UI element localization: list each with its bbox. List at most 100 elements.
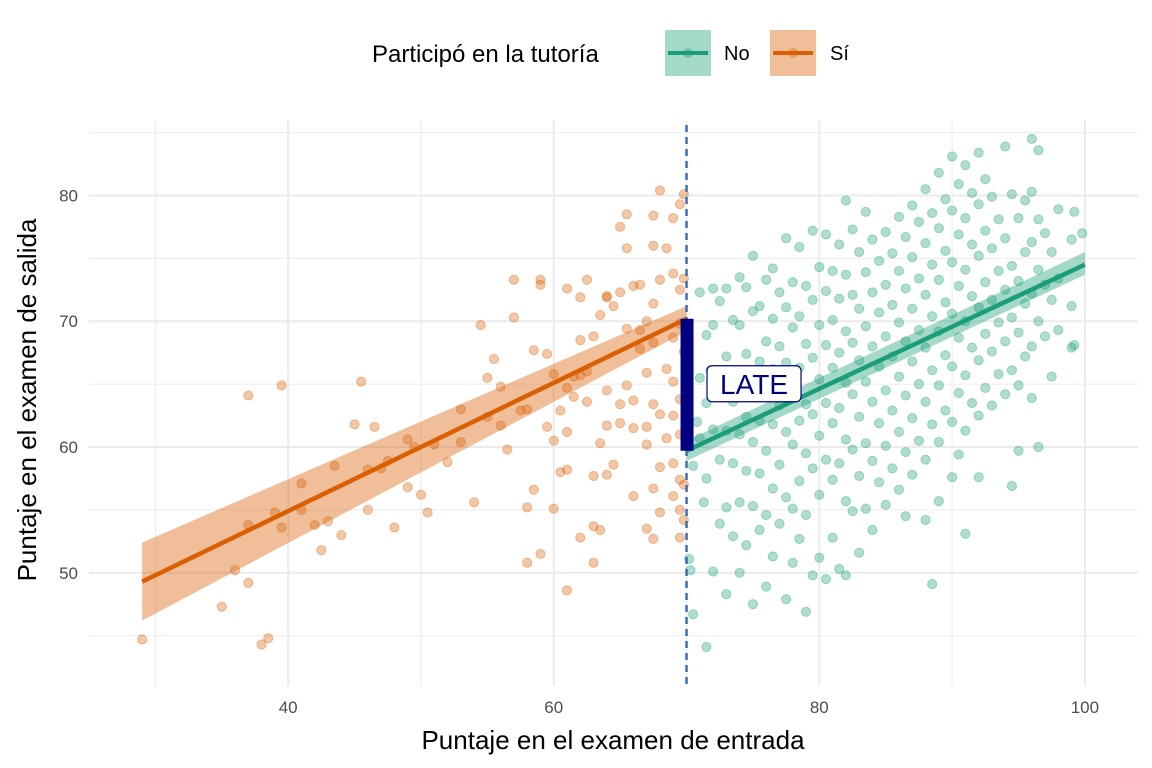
data-point bbox=[707, 566, 719, 577]
data-point bbox=[834, 293, 845, 304]
data-point bbox=[947, 257, 958, 268]
data-point bbox=[953, 387, 964, 399]
data-point bbox=[807, 225, 818, 236]
data-point bbox=[834, 458, 845, 469]
data-point bbox=[668, 490, 679, 502]
data-point bbox=[980, 382, 991, 394]
data-point bbox=[854, 547, 865, 558]
data-point bbox=[794, 241, 805, 253]
data-point bbox=[415, 489, 427, 500]
data-point bbox=[794, 475, 805, 487]
data-point bbox=[216, 601, 227, 612]
data-point bbox=[734, 319, 745, 331]
data-point bbox=[588, 521, 599, 532]
data-point bbox=[960, 370, 971, 381]
data-point bbox=[980, 225, 991, 236]
data-point bbox=[678, 273, 689, 284]
data-point bbox=[953, 280, 964, 292]
data-point bbox=[754, 468, 765, 479]
y-tick-label: 50 bbox=[59, 564, 78, 583]
data-point bbox=[893, 317, 905, 328]
data-point bbox=[721, 283, 732, 294]
data-point bbox=[893, 426, 905, 438]
data-point bbox=[774, 518, 785, 529]
data-point bbox=[1033, 264, 1044, 275]
data-point bbox=[276, 522, 287, 533]
data-point bbox=[588, 331, 599, 342]
data-point bbox=[528, 484, 539, 495]
data-point bbox=[329, 460, 340, 471]
data-point bbox=[608, 301, 619, 312]
data-point bbox=[854, 246, 865, 258]
data-point bbox=[973, 250, 984, 261]
data-point bbox=[893, 265, 905, 277]
data-point bbox=[734, 272, 745, 283]
data-point bbox=[595, 524, 606, 536]
data-point bbox=[814, 319, 825, 331]
data-point bbox=[814, 489, 825, 500]
data-point bbox=[1000, 389, 1011, 400]
data-point bbox=[893, 371, 905, 382]
data-point bbox=[907, 200, 918, 211]
x-tick-label: 60 bbox=[544, 698, 563, 717]
data-point bbox=[927, 419, 938, 430]
y-tick-label: 60 bbox=[59, 438, 78, 457]
data-point bbox=[741, 282, 752, 293]
data-point bbox=[867, 396, 878, 407]
data-point bbox=[940, 245, 951, 256]
data-point bbox=[913, 379, 925, 390]
data-point bbox=[880, 385, 891, 396]
data-point bbox=[800, 606, 812, 617]
data-point bbox=[873, 307, 885, 318]
data-point bbox=[947, 416, 958, 427]
data-point bbox=[893, 211, 905, 222]
data-point bbox=[648, 298, 659, 309]
data-point bbox=[581, 274, 593, 285]
data-point bbox=[847, 389, 858, 400]
data-point bbox=[389, 522, 400, 533]
data-point bbox=[900, 446, 911, 458]
data-point bbox=[827, 314, 838, 326]
data-point bbox=[621, 243, 632, 254]
data-point bbox=[860, 206, 871, 217]
data-point bbox=[900, 511, 911, 522]
data-point bbox=[575, 532, 586, 543]
data-point bbox=[634, 343, 646, 355]
data-point bbox=[980, 328, 991, 339]
data-point bbox=[807, 570, 818, 581]
data-point bbox=[668, 268, 679, 279]
y-axis-title: Puntaje en el examen de salida bbox=[12, 218, 42, 581]
data-point bbox=[774, 341, 785, 352]
data-point bbox=[641, 316, 652, 327]
data-point bbox=[927, 579, 938, 590]
data-point bbox=[860, 376, 871, 387]
data-point bbox=[698, 497, 709, 508]
data-point bbox=[834, 347, 845, 358]
data-point bbox=[940, 297, 951, 308]
data-point bbox=[1020, 351, 1031, 362]
legend-key-no-point bbox=[683, 48, 693, 58]
data-point bbox=[933, 496, 944, 507]
data-point bbox=[993, 317, 1004, 328]
x-tick-label: 80 bbox=[810, 698, 829, 717]
data-point bbox=[747, 599, 759, 610]
data-point bbox=[734, 429, 745, 440]
data-point bbox=[641, 523, 652, 534]
data-point bbox=[767, 483, 778, 494]
data-point bbox=[953, 229, 964, 240]
data-point bbox=[933, 223, 944, 234]
data-point bbox=[767, 263, 778, 274]
data-point bbox=[674, 199, 685, 210]
fit-line-si bbox=[141, 316, 688, 584]
data-point bbox=[615, 221, 626, 233]
data-point bbox=[947, 308, 958, 319]
data-point bbox=[734, 567, 745, 578]
data-point bbox=[721, 351, 732, 362]
data-point bbox=[953, 332, 964, 343]
legend-item-no: No bbox=[665, 30, 750, 76]
data-point bbox=[920, 514, 931, 526]
data-point bbox=[880, 279, 891, 290]
data-point bbox=[621, 380, 632, 391]
data-point bbox=[880, 331, 891, 342]
data-point bbox=[668, 332, 679, 343]
